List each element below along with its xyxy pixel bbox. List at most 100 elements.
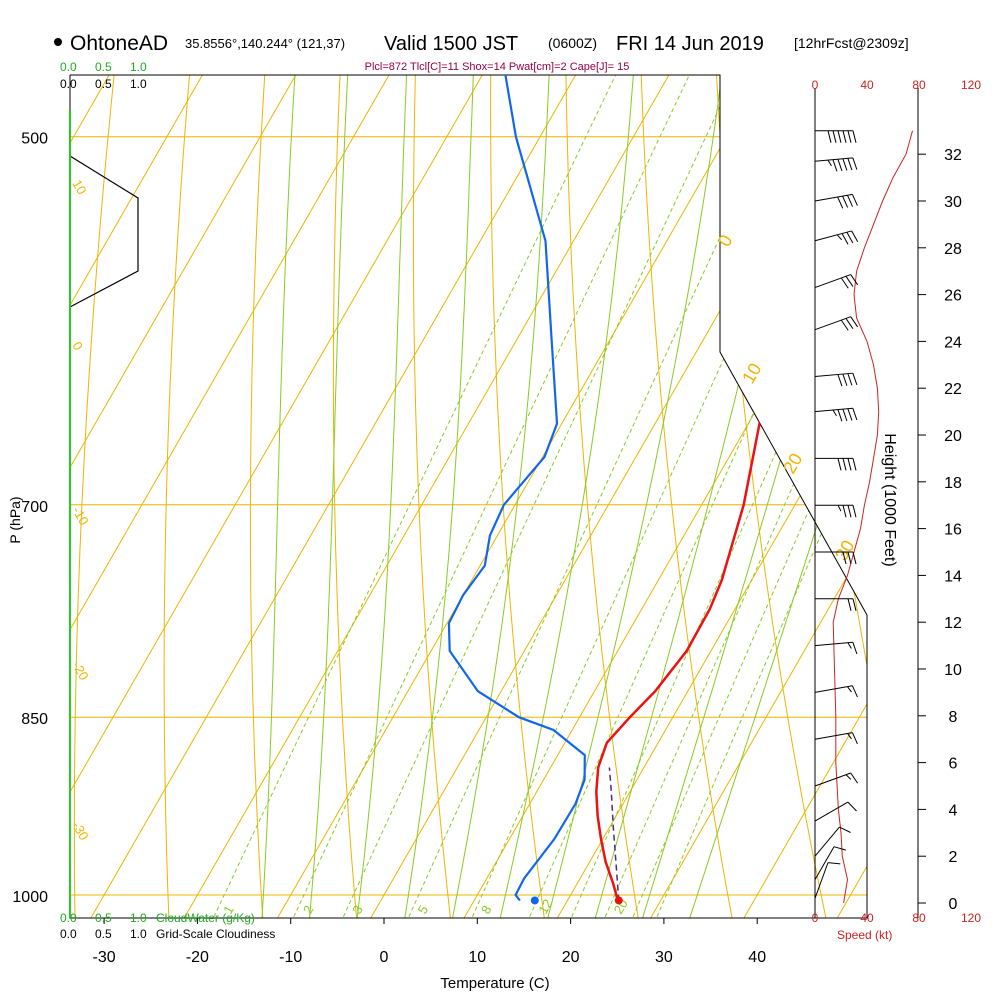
wind-barb <box>814 230 859 245</box>
height-tick-label: 6 <box>949 756 958 773</box>
isotherm-label: -30 <box>69 819 91 843</box>
speed-scale-top: 80 <box>912 78 926 92</box>
barb-feather <box>842 373 848 386</box>
barb-feather <box>837 196 844 209</box>
mixing-ratio-line <box>408 75 867 917</box>
wind-barb <box>814 641 858 655</box>
barb-staff <box>814 685 853 693</box>
theta-label: 10 <box>738 360 765 387</box>
cloudiness-scale-top: 1.0 <box>130 77 147 91</box>
moist-adiabat <box>586 75 867 918</box>
pressure-tick-label: 700 <box>21 499 48 516</box>
dry-adiabat <box>636 75 739 918</box>
barb-staff <box>814 316 851 331</box>
barb-feather <box>837 504 842 512</box>
wind-barb <box>814 826 851 857</box>
isotherm-line <box>72 75 867 918</box>
height-tick-label: 0 <box>949 896 958 913</box>
barb-staff <box>814 801 849 822</box>
site-name: OhtoneAD <box>70 32 168 55</box>
dry-adiabat <box>332 75 409 918</box>
height-tick-label: 18 <box>944 475 962 492</box>
barb-feather <box>851 230 859 243</box>
isotherm-line <box>166 75 867 918</box>
mixing-ratio-line <box>571 75 867 917</box>
wind-barb <box>814 685 858 698</box>
barb-feather <box>851 685 858 698</box>
barb-staff <box>814 193 853 202</box>
isotherm-line <box>70 75 536 918</box>
wind-barb <box>814 372 858 387</box>
barb-feather <box>845 318 854 329</box>
isotherm-line <box>70 75 723 918</box>
barb-feather <box>852 130 857 143</box>
barb-feather <box>847 505 852 518</box>
speed-scale-bottom: 40 <box>860 911 874 925</box>
height-axis-title: Height (1000 Feet) <box>881 433 898 566</box>
height-tick-label: 8 <box>949 709 958 726</box>
moist-adiabat <box>446 75 593 918</box>
x-tick-label: -30 <box>93 949 116 966</box>
barb-feather <box>847 801 857 812</box>
dry-adiabat <box>249 75 347 918</box>
mixing-ratio-label: 2 <box>300 903 317 917</box>
moist-adiabat <box>399 75 525 918</box>
barb-feather <box>852 157 858 170</box>
speed-label: Speed (kt) <box>837 928 892 942</box>
isotherm-line <box>70 75 867 918</box>
cloudiness-scale-top: 0.0 <box>60 77 77 91</box>
barb-feather <box>832 130 837 143</box>
barb-feather <box>850 274 859 286</box>
x-tick-label: -10 <box>279 949 302 966</box>
barb-staff <box>814 846 835 880</box>
speed-scale-bottom: 120 <box>961 911 981 925</box>
cloudiness-scale-bottom: 0.0 <box>60 927 77 941</box>
grid-lines <box>70 75 867 918</box>
dry-adiabat <box>163 75 285 918</box>
cloudiness-scale-bottom: 1.0 <box>130 927 147 941</box>
site-coords: 35.8556°,140.244° (121,37) <box>185 36 345 51</box>
barb-feather <box>840 277 849 289</box>
barb-feather <box>845 276 854 287</box>
pressure-tick-label: 500 <box>21 131 48 148</box>
cloud-water-scale-bottom: 0.0 <box>60 911 77 925</box>
dewpoint-line <box>447 75 809 902</box>
barb-feather <box>842 505 847 518</box>
moist-adiabat <box>539 75 778 918</box>
pressure-tick-label: 1000 <box>12 889 48 906</box>
barb-feather <box>840 319 849 331</box>
moist-adiabat <box>492 75 676 918</box>
barb-feather <box>832 159 838 172</box>
moist-adiabat <box>352 75 468 918</box>
barb-feather <box>842 130 847 143</box>
speed-scale-top: 40 <box>860 78 874 92</box>
barb-staff <box>814 372 853 377</box>
wind-barb <box>814 801 857 822</box>
wind-barb <box>814 157 858 172</box>
legend: CloudWater (g/Kg) Grid-Scale Cloudiness … <box>60 60 892 942</box>
barb-feather <box>845 774 852 780</box>
barb-feather <box>827 862 841 865</box>
forecast-info: [12hrFcst@2309z] <box>794 35 909 51</box>
cloudiness-scale-bottom: 0.5 <box>95 927 112 941</box>
barb-feather <box>852 551 857 565</box>
mixing-ratio-line <box>632 75 867 917</box>
barb-feather <box>852 505 857 518</box>
mixing-ratio-line <box>293 75 777 917</box>
chart-header: OhtoneAD 35.8556°,140.244° (121,37) Vali… <box>54 32 909 73</box>
dry-adiabat <box>490 75 549 918</box>
dry-adiabat <box>73 75 223 918</box>
mixing-ratio-line <box>529 75 867 917</box>
height-tick-label: 24 <box>944 334 962 351</box>
height-tick-label: 12 <box>944 615 962 632</box>
wind-barb <box>814 407 858 422</box>
barb-staff <box>814 826 840 857</box>
speed-profile-line <box>832 130 913 904</box>
moist-adiabat <box>306 75 418 918</box>
theta-label: 20 <box>779 450 806 477</box>
barb-staff <box>814 157 853 162</box>
dry-adiabat <box>564 75 644 918</box>
isotherm-label: -10 <box>69 504 91 528</box>
barb-feather <box>827 159 832 167</box>
